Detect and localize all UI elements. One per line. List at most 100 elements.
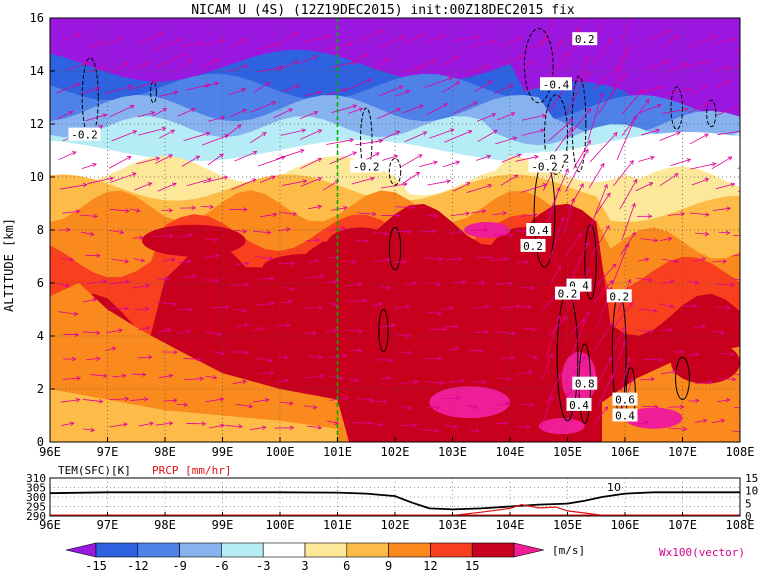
wind-vector-head bbox=[730, 37, 735, 42]
wind-vector-head bbox=[730, 182, 736, 187]
contour-neg-6 bbox=[670, 86, 683, 130]
wind-vector bbox=[571, 318, 586, 357]
wind-vector-head bbox=[729, 351, 735, 357]
wind-vector bbox=[738, 190, 740, 193]
wind-vector-head bbox=[267, 357, 273, 363]
wind-vector bbox=[593, 406, 608, 426]
contour-label-bg bbox=[566, 397, 592, 411]
wind-vector-head bbox=[219, 397, 225, 402]
wind-vector-head bbox=[220, 423, 225, 429]
wind-vector-head bbox=[635, 4, 638, 8]
wind-vector-head bbox=[173, 90, 179, 95]
jet-4 bbox=[538, 418, 585, 435]
wind-vector bbox=[693, 325, 706, 328]
wind-vector-head bbox=[631, 231, 636, 237]
wind-vector bbox=[109, 423, 128, 428]
wind-vector bbox=[501, 55, 525, 65]
wind-vector bbox=[396, 333, 410, 337]
wind-vector-head bbox=[604, 10, 608, 14]
wind-vector-head bbox=[608, 321, 613, 327]
wind-vector bbox=[573, 140, 591, 169]
wind-vector bbox=[235, 403, 253, 408]
wind-vector-head bbox=[668, 327, 674, 333]
wind-vector-head bbox=[312, 330, 317, 336]
wind-vector bbox=[496, 112, 515, 121]
wind-vector-head bbox=[69, 257, 75, 262]
wind-vector-head bbox=[185, 329, 191, 334]
wind-vector-head bbox=[220, 351, 225, 356]
wind-vector-head bbox=[241, 87, 247, 93]
wind-vector bbox=[712, 260, 727, 263]
wind-vector-head bbox=[586, 107, 592, 113]
temperature-line bbox=[50, 491, 740, 511]
wind-vector bbox=[282, 180, 307, 186]
wind-vector-head bbox=[665, 29, 671, 35]
wind-vector-head bbox=[76, 376, 82, 381]
wind-vector-head bbox=[682, 62, 688, 68]
y-tick-label: 12 bbox=[30, 117, 44, 131]
wind-vector bbox=[253, 230, 271, 234]
wind-vector-head bbox=[352, 104, 358, 109]
wind-vector-head bbox=[486, 154, 492, 159]
wind-vector bbox=[423, 257, 443, 260]
wind-vector bbox=[177, 58, 193, 70]
contour-label: 0.8 bbox=[575, 378, 595, 391]
wind-vector bbox=[186, 178, 212, 187]
wind-vector bbox=[110, 172, 137, 183]
wind-vector bbox=[587, 93, 603, 140]
wind-vector bbox=[495, 331, 516, 335]
wind-vector-head bbox=[694, 352, 700, 357]
wind-vector-head bbox=[272, 212, 278, 218]
wind-vector bbox=[549, 316, 567, 336]
core-0 bbox=[142, 224, 246, 257]
wind-vector bbox=[176, 330, 190, 334]
wind-vector-head bbox=[556, 264, 561, 270]
wind-vector bbox=[549, 217, 564, 260]
wind-vector-head bbox=[243, 207, 248, 212]
wind-vector-head bbox=[467, 129, 473, 135]
wind-vector bbox=[356, 212, 376, 215]
wind-vector-head bbox=[172, 398, 178, 403]
wind-vector-head bbox=[465, 182, 471, 187]
wind-vector-head bbox=[385, 257, 391, 263]
wind-vector bbox=[154, 154, 173, 164]
wind-vector-head bbox=[454, 324, 459, 329]
wind-vector bbox=[638, 156, 655, 162]
wind-vector-head bbox=[419, 104, 424, 109]
wind-vector-head bbox=[531, 327, 537, 332]
wind-vector bbox=[711, 330, 725, 334]
wind-vector-head bbox=[98, 65, 104, 71]
wind-vector-head bbox=[318, 354, 323, 360]
wind-vector-head bbox=[407, 229, 412, 234]
wind-vector bbox=[348, 108, 363, 114]
wind-vector bbox=[308, 205, 322, 210]
wind-vector bbox=[616, 116, 637, 161]
wind-vector-head bbox=[711, 162, 717, 167]
wind-vector-head bbox=[679, 349, 685, 355]
wind-vector bbox=[308, 259, 319, 263]
wind-vector-head bbox=[504, 256, 509, 262]
wind-vector-head bbox=[448, 305, 454, 311]
wind-vector bbox=[501, 154, 521, 163]
surface-annotation: 10 bbox=[607, 481, 621, 494]
wind-vector-head bbox=[652, 308, 658, 313]
wind-vector-head bbox=[644, 420, 649, 425]
wind-vector bbox=[152, 108, 167, 117]
wind-vector bbox=[80, 87, 99, 95]
wind-vector-head bbox=[403, 182, 408, 187]
wind-vector bbox=[280, 129, 306, 136]
wind-vector bbox=[60, 32, 82, 42]
wind-vector-head bbox=[241, 38, 246, 43]
wind-vector bbox=[566, 71, 589, 114]
wind-vector-head bbox=[528, 370, 533, 375]
wind-vector bbox=[129, 208, 141, 212]
wind-vector-head bbox=[390, 323, 396, 328]
wind-vector bbox=[689, 212, 709, 216]
wind-vector-head bbox=[649, 329, 654, 334]
wind-vector-head bbox=[487, 183, 493, 189]
wind-vector-head bbox=[213, 237, 219, 242]
wind-vector-head bbox=[343, 205, 348, 211]
wind-vector-head bbox=[508, 281, 514, 286]
wind-vector bbox=[88, 66, 104, 73]
